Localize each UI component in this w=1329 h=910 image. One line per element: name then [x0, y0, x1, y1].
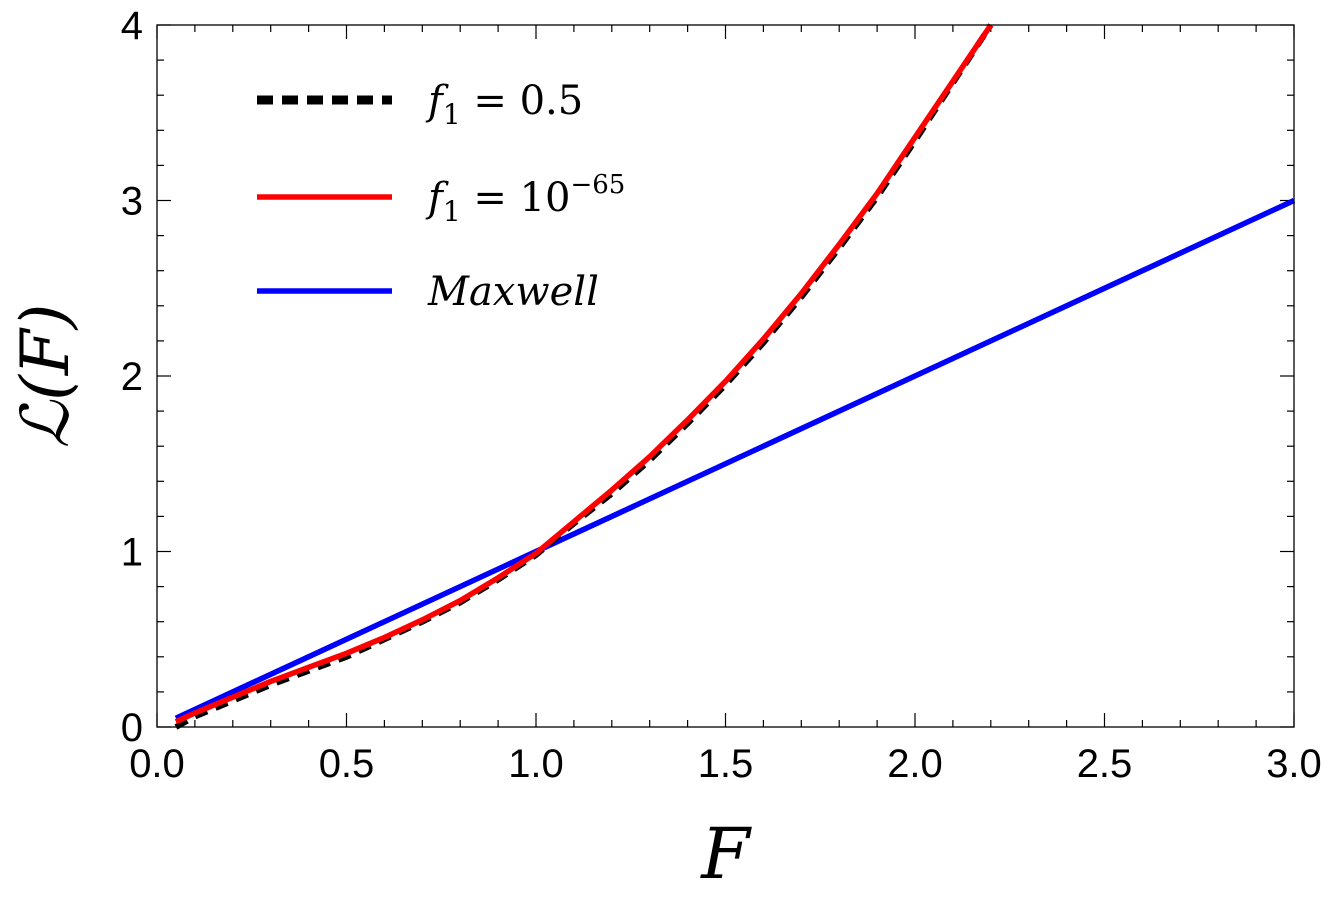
- x-axis-title: F: [699, 813, 752, 895]
- legend-label-rest: = 0.5: [461, 78, 584, 124]
- legend-label-sub: 1: [443, 98, 461, 131]
- x-tick-label: 3.0: [1266, 742, 1322, 786]
- y-tick-label: 2: [121, 355, 143, 399]
- legend-label-2: Maxwell: [427, 269, 599, 315]
- plot-frame: [156, 24, 1295, 728]
- tick-labels: 0.0 0.5 1.0 1.5 2.0 2.5 3.0 0 1 2 3 4: [121, 4, 1322, 786]
- y-tick-label: 0: [121, 706, 143, 750]
- y-tick-label: 4: [121, 4, 143, 48]
- series-layer: [174, 23, 1296, 730]
- x-tick-label: 1.0: [508, 742, 564, 786]
- y-tick-label: 1: [121, 531, 143, 575]
- series-line-1: [174, 23, 994, 725]
- legend-label-base: Maxwell: [427, 269, 599, 315]
- x-tick-label: 0.5: [319, 742, 375, 786]
- x-tick-label: 2.5: [1077, 742, 1133, 786]
- legend-label-sub: 1: [443, 195, 461, 228]
- x-tick-label: 1.5: [698, 742, 754, 786]
- x-tick-label: 2.0: [887, 742, 943, 786]
- y-tick-label: 3: [121, 180, 143, 224]
- axis-ticks: [156, 24, 1295, 728]
- legend-label-sup: −65: [570, 170, 625, 200]
- legend: f1 = 0.5 f1 = 10−65 Maxwell: [257, 78, 625, 315]
- legend-label-rest: = 10: [461, 175, 571, 221]
- y-axis-title: ℒ(F): [7, 304, 84, 449]
- x-tick-label: 0.0: [129, 742, 185, 786]
- series-line-2: [174, 198, 1296, 721]
- legend-label-1: f1 = 10−65: [425, 170, 625, 228]
- legend-label-0: f1 = 0.5: [425, 78, 583, 131]
- series-line-0: [174, 23, 994, 730]
